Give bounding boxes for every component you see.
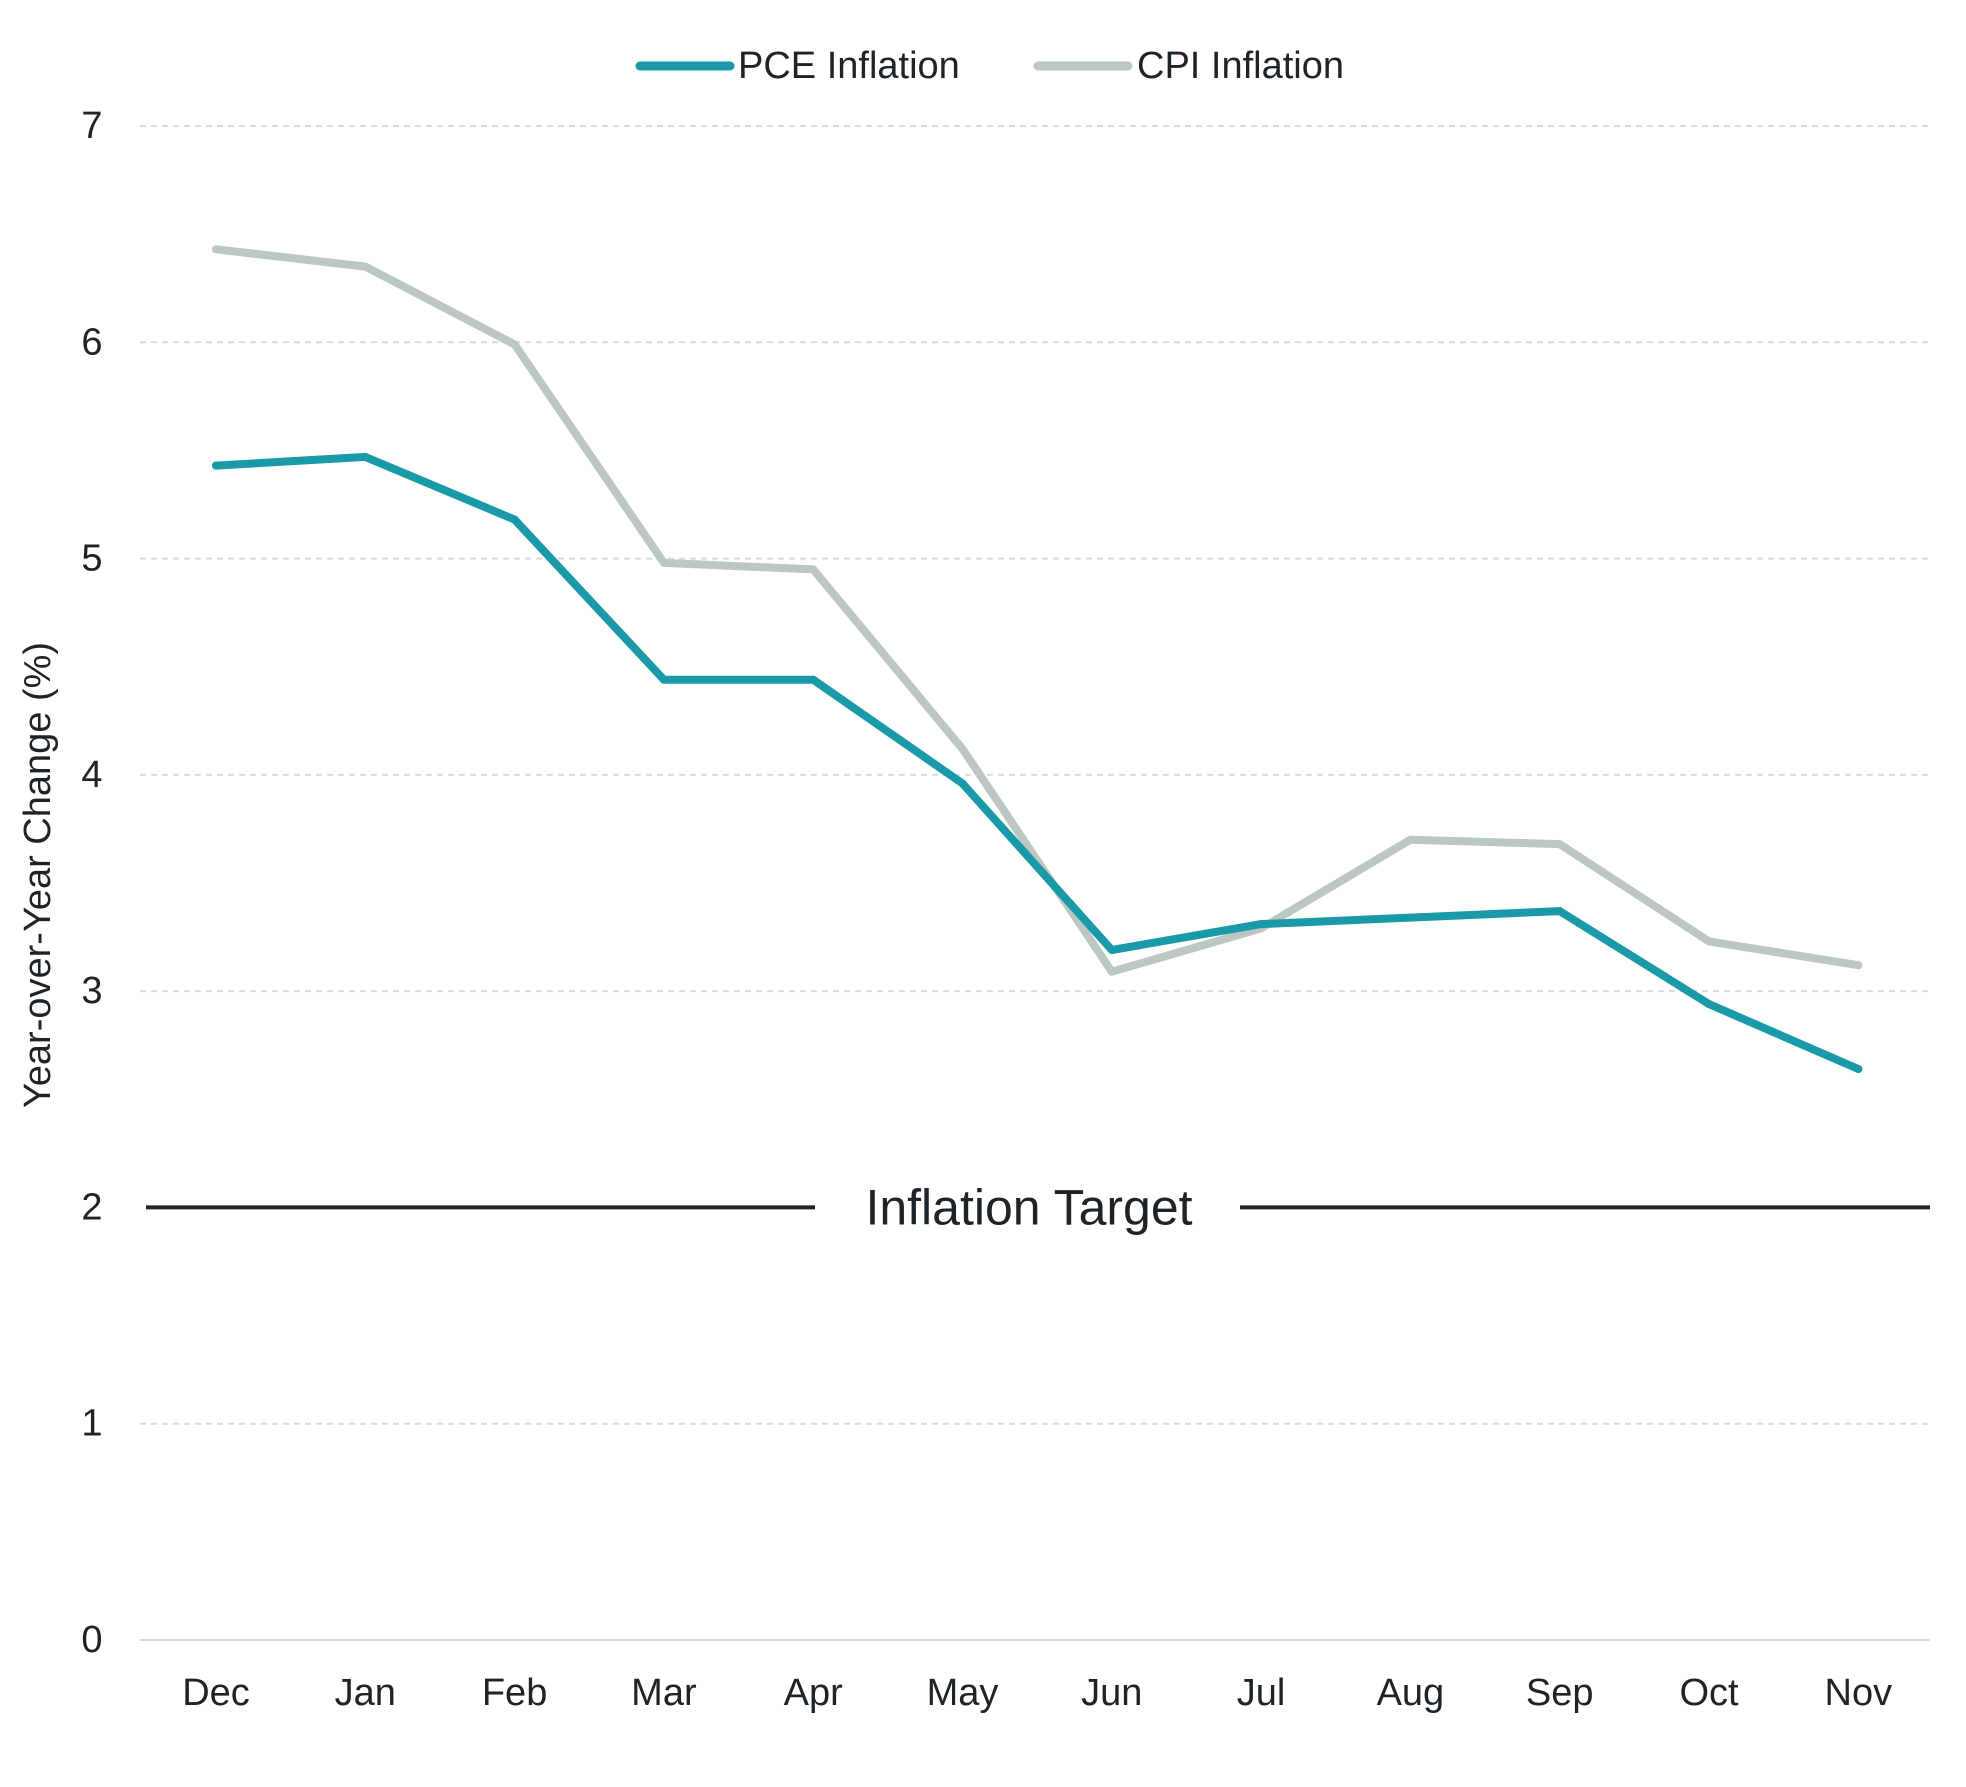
data-point-cpi <box>659 558 668 567</box>
series-lines <box>212 245 1863 1074</box>
data-point-pce <box>958 779 967 788</box>
y-tick-label: 6 <box>81 321 102 363</box>
legend-label-pce: PCE Inflation <box>738 45 960 87</box>
x-axis-ticks: Dec Jan Feb Mar Apr May Jun Jul Aug Sep Oct Nov <box>182 1672 1892 1714</box>
x-tick-label: Jun <box>1081 1672 1142 1714</box>
data-point-pce <box>1257 920 1266 929</box>
data-point-pce <box>1705 1000 1713 1009</box>
data-point-pce <box>212 461 220 470</box>
data-point-cpi <box>1854 961 1863 970</box>
data-point-pce <box>510 515 519 524</box>
data-point-cpi <box>1705 937 1713 946</box>
data-point-pce <box>1854 1065 1863 1074</box>
x-tick-label: Dec <box>182 1672 250 1714</box>
data-point-cpi <box>1107 967 1116 976</box>
data-point-pce <box>809 675 818 684</box>
x-tick-label: Apr <box>784 1672 843 1714</box>
x-tick-label: Jan <box>335 1672 396 1714</box>
y-tick-label: 4 <box>81 754 102 796</box>
target-label: Inflation Target <box>865 1179 1192 1235</box>
x-tick-label: Feb <box>482 1672 547 1714</box>
series-line-cpi <box>212 245 1863 976</box>
y-tick-label: 7 <box>81 105 102 147</box>
data-point-pce <box>1406 913 1415 922</box>
x-tick-label: Mar <box>631 1672 697 1714</box>
data-point-pce <box>659 675 668 684</box>
y-tick-label: 3 <box>81 970 102 1012</box>
data-point-cpi <box>809 565 818 574</box>
y-axis-ticks: 0 1 2 3 4 5 6 7 <box>81 105 102 1661</box>
inflation-target: Inflation Target <box>146 1179 1930 1235</box>
y-tick-label: 2 <box>81 1186 102 1228</box>
y-axis-title: Year-over-Year Change (%) <box>17 642 59 1108</box>
data-point-cpi <box>212 245 220 254</box>
y-tick-label: 0 <box>81 1619 102 1661</box>
data-point-cpi <box>958 744 967 753</box>
x-tick-label: Nov <box>1825 1672 1893 1714</box>
data-point-cpi <box>1406 835 1415 844</box>
series-line-pce <box>212 452 1863 1073</box>
x-tick-label: Aug <box>1377 1672 1445 1714</box>
x-tick-label: Jul <box>1237 1672 1286 1714</box>
legend-label-cpi: CPI Inflation <box>1137 45 1344 87</box>
x-tick-label: Sep <box>1526 1672 1594 1714</box>
data-point-cpi <box>510 340 519 349</box>
data-point-cpi <box>361 262 370 271</box>
data-point-pce <box>1107 946 1116 955</box>
data-point-cpi <box>1555 840 1564 849</box>
y-tick-label: 1 <box>81 1403 102 1445</box>
gridlines <box>140 125 1930 1425</box>
legend: PCE Inflation CPI Inflation <box>635 45 1344 87</box>
y-tick-label: 5 <box>81 538 102 580</box>
data-point-pce <box>361 452 370 461</box>
x-tick-label: Oct <box>1679 1672 1739 1714</box>
data-point-pce <box>1555 907 1564 916</box>
x-tick-label: May <box>927 1672 999 1714</box>
